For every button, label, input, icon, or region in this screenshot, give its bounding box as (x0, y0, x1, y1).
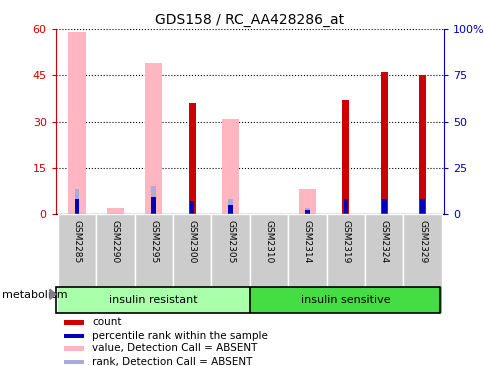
Bar (304, 210, 309, 214)
Bar (64, 320, 83, 325)
Bar (249, 287, 441, 313)
Bar (173, 214, 211, 287)
Bar (364, 214, 403, 287)
Title: GDS158 / RC_AA428286_at: GDS158 / RC_AA428286_at (155, 13, 344, 27)
Bar (96, 214, 134, 287)
Text: GSM2319: GSM2319 (341, 220, 349, 264)
Bar (211, 214, 249, 287)
Bar (58, 287, 249, 313)
Text: GSM2314: GSM2314 (302, 220, 311, 263)
Text: GSM2295: GSM2295 (149, 220, 158, 263)
Text: GSM2285: GSM2285 (72, 220, 81, 263)
Bar (222, 119, 239, 214)
Bar (58, 214, 96, 287)
Bar (68, 32, 85, 214)
Bar (64, 360, 83, 364)
Text: GSM2324: GSM2324 (379, 220, 388, 263)
Text: metabolism: metabolism (2, 290, 68, 300)
Text: GSM2329: GSM2329 (417, 220, 426, 263)
Bar (151, 186, 156, 214)
Bar (380, 72, 387, 214)
Text: GSM2305: GSM2305 (226, 220, 235, 264)
Bar (145, 63, 162, 214)
Bar (287, 214, 326, 287)
Text: value, Detection Call = ABSENT: value, Detection Call = ABSENT (92, 343, 257, 354)
Text: GSM2310: GSM2310 (264, 220, 273, 264)
Bar (188, 103, 195, 214)
Bar (75, 190, 79, 214)
Text: rank, Detection Call = ABSENT: rank, Detection Call = ABSENT (92, 357, 252, 366)
Bar (228, 205, 232, 214)
Bar (343, 199, 348, 214)
Bar (75, 199, 79, 214)
Bar (189, 201, 194, 214)
Bar (420, 199, 424, 214)
Text: GSM2300: GSM2300 (187, 220, 196, 264)
Bar (151, 198, 156, 214)
Bar (381, 199, 386, 214)
Bar (403, 214, 441, 287)
Text: insulin resistant: insulin resistant (109, 295, 197, 305)
Bar (326, 214, 364, 287)
Text: percentile rank within the sample: percentile rank within the sample (92, 331, 267, 341)
Bar (418, 75, 425, 214)
Text: GSM2290: GSM2290 (110, 220, 120, 263)
Bar (249, 214, 287, 287)
Text: count: count (92, 317, 121, 328)
Bar (342, 100, 348, 214)
Bar (134, 214, 173, 287)
Bar (228, 199, 232, 214)
Bar (304, 208, 309, 214)
Bar (298, 190, 316, 214)
Text: insulin sensitive: insulin sensitive (301, 295, 390, 305)
Bar (64, 334, 83, 338)
Bar (106, 208, 124, 214)
Bar (64, 346, 83, 351)
